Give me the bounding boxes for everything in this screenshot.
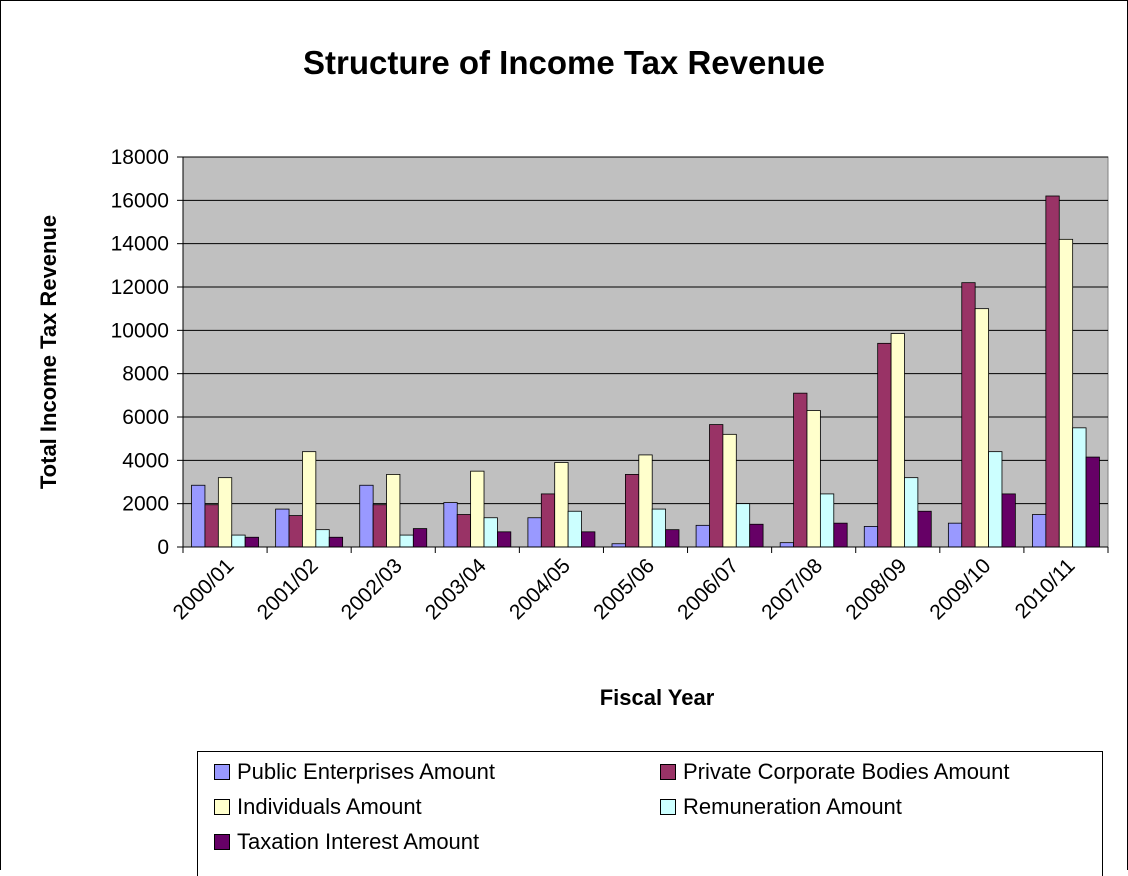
bar	[793, 392, 808, 548]
bar	[1001, 493, 1016, 548]
bar	[231, 534, 246, 548]
legend-item-public-enterprises: Public Enterprises Amount	[214, 759, 495, 785]
legend-label: Individuals Amount	[237, 794, 422, 819]
bar	[527, 517, 542, 548]
legend-swatch	[214, 799, 230, 815]
bar	[456, 514, 472, 548]
bar	[722, 433, 737, 548]
legend-swatch	[660, 764, 676, 780]
bar	[819, 493, 835, 548]
bar	[651, 508, 667, 548]
legend-label: Taxation Interest Amount	[237, 829, 480, 854]
bar	[204, 504, 219, 548]
bar	[443, 502, 458, 548]
bar	[386, 474, 401, 548]
bar	[779, 542, 794, 548]
x-tick-label: 2007/08	[757, 554, 827, 624]
x-tick-label: 2005/06	[589, 554, 659, 624]
bar	[863, 526, 879, 548]
bar	[917, 510, 932, 548]
x-tick-label: 2001/02	[253, 554, 323, 624]
bar	[497, 531, 512, 548]
bar	[961, 282, 976, 548]
legend-item-private-corporate-bodies: Private Corporate Bodies Amount	[660, 759, 1010, 785]
bar	[328, 536, 344, 548]
x-tick-label: 2008/09	[841, 554, 911, 624]
bar	[877, 342, 892, 548]
bar	[1085, 456, 1100, 548]
y-tick-label: 6000	[122, 406, 169, 429]
x-axis-title: Fiscal Year	[600, 685, 715, 710]
bar	[483, 517, 498, 548]
bar	[244, 536, 259, 548]
bar	[554, 462, 569, 548]
y-tick-label: 12000	[111, 276, 169, 299]
bar	[806, 410, 821, 548]
bar	[1072, 427, 1087, 548]
bar	[665, 529, 680, 548]
y-tick-label: 8000	[122, 363, 169, 386]
x-tick-label: 2010/11	[1011, 554, 1080, 623]
legend-swatch	[214, 764, 230, 780]
bar	[412, 528, 428, 548]
bar	[1045, 195, 1060, 548]
bar	[275, 508, 290, 548]
bar	[302, 451, 317, 548]
x-ticks: 2000/01 2001/02 2002/03 2003/04 2004/05 2005/…	[169, 547, 1109, 624]
x-tick-label: 2006/07	[673, 554, 743, 624]
legend-item-taxation-interest: Taxation Interest Amount	[214, 829, 479, 855]
bar	[638, 454, 653, 548]
y-axis-title: Total Income Tax Revenue	[36, 215, 61, 489]
x-tick-label: 2000/01	[169, 554, 239, 624]
bar	[1032, 514, 1047, 548]
bar	[217, 477, 233, 548]
legend-item-remuneration: Remuneration Amount	[660, 794, 902, 820]
y-tick-label: 18000	[111, 146, 169, 169]
bar	[988, 451, 1003, 548]
bar	[372, 504, 387, 548]
legend-label: Public Enterprises Amount	[237, 759, 496, 784]
bar	[974, 308, 989, 548]
legend: Public Enterprises Amount Private Corpor…	[197, 751, 1103, 876]
bar	[625, 474, 640, 548]
bar	[399, 534, 414, 548]
bar	[833, 522, 848, 548]
y-ticks: 0 2000 4000 6000 8000 10000 12000 14000 16000 180…	[111, 146, 183, 559]
legend-label: Private Corporate Bodies Amount	[683, 759, 1010, 784]
x-tick-label: 2002/03	[337, 554, 407, 624]
legend-swatch	[660, 799, 676, 815]
bar	[191, 484, 206, 548]
legend-item-individuals: Individuals Amount	[214, 794, 422, 820]
legend-swatch	[214, 834, 230, 850]
y-tick-label: 4000	[122, 449, 169, 472]
bar	[947, 522, 963, 548]
y-tick-label: 14000	[111, 233, 169, 256]
bar	[749, 523, 764, 548]
y-tick-label: 10000	[111, 319, 169, 342]
bar	[540, 493, 556, 548]
bar	[470, 470, 485, 548]
bar	[735, 503, 751, 548]
bar	[359, 484, 374, 548]
y-tick-label: 0	[157, 536, 169, 559]
bar	[581, 531, 596, 548]
bar	[315, 529, 330, 548]
bar	[709, 424, 724, 548]
y-tick-label: 16000	[111, 189, 169, 212]
x-tick-label: 2004/05	[505, 554, 575, 624]
bar	[288, 515, 303, 548]
x-tick-label: 2009/10	[925, 554, 995, 624]
bar	[904, 477, 919, 548]
legend-label: Remuneration Amount	[683, 794, 902, 819]
y-tick-label: 2000	[122, 493, 169, 516]
bar	[890, 333, 905, 548]
x-tick-label: 2003/04	[421, 554, 491, 624]
chart-title: Structure of Income Tax Revenue	[302, 44, 826, 81]
bar	[1058, 238, 1074, 548]
bar	[695, 524, 710, 548]
bar	[567, 510, 582, 548]
